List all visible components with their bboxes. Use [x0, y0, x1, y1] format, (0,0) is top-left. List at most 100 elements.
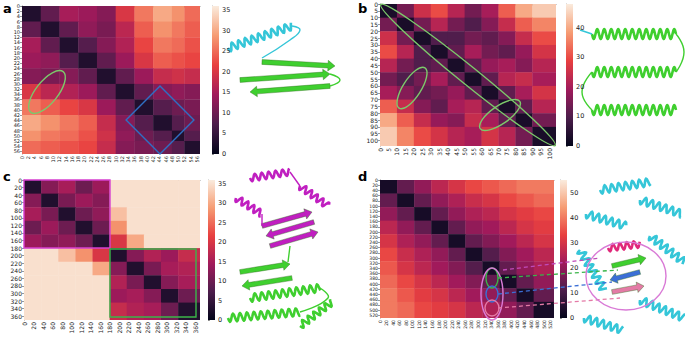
svg-text:25: 25	[218, 219, 226, 227]
svg-text:b: b	[358, 1, 367, 16]
svg-text:0: 0	[19, 156, 25, 159]
svg-text:280: 280	[154, 322, 161, 334]
svg-text:10: 10	[576, 112, 584, 120]
svg-text:20: 20	[14, 184, 22, 191]
svg-text:500: 500	[542, 320, 547, 329]
svg-text:80: 80	[512, 148, 519, 156]
svg-text:30: 30	[427, 148, 434, 156]
svg-text:260: 260	[463, 320, 468, 329]
svg-text:0: 0	[570, 314, 574, 322]
svg-text:100: 100	[367, 137, 379, 144]
svg-text:16: 16	[69, 156, 75, 162]
svg-text:56: 56	[14, 148, 20, 154]
svg-text:100: 100	[11, 214, 23, 221]
svg-text:10: 10	[393, 148, 400, 156]
svg-text:8: 8	[44, 156, 50, 159]
svg-text:520: 520	[369, 313, 378, 318]
svg-text:75: 75	[503, 148, 510, 156]
svg-text:4: 4	[31, 156, 37, 159]
svg-text:35: 35	[436, 148, 443, 156]
svg-text:28: 28	[106, 156, 112, 162]
svg-text:50: 50	[461, 148, 468, 156]
svg-text:120: 120	[11, 222, 23, 229]
svg-text:56: 56	[194, 156, 200, 162]
svg-text:140: 140	[423, 320, 428, 329]
svg-text:80: 80	[59, 322, 66, 330]
svg-text:10: 10	[50, 156, 56, 162]
svg-text:200: 200	[116, 322, 123, 334]
svg-text:100: 100	[546, 148, 553, 160]
svg-text:260: 260	[144, 322, 151, 334]
svg-text:160: 160	[97, 322, 104, 334]
svg-text:5: 5	[222, 129, 226, 137]
svg-text:0: 0	[18, 177, 22, 184]
svg-text:340: 340	[489, 320, 494, 329]
svg-text:30: 30	[222, 27, 230, 35]
svg-text:70: 70	[495, 148, 502, 156]
svg-text:30: 30	[570, 239, 578, 247]
svg-text:45: 45	[453, 148, 460, 156]
svg-text:220: 220	[11, 260, 23, 267]
svg-text:20: 20	[410, 148, 417, 156]
svg-text:60: 60	[14, 199, 22, 206]
svg-text:320: 320	[483, 320, 488, 329]
svg-text:0: 0	[377, 148, 384, 152]
svg-text:400: 400	[509, 320, 514, 329]
svg-text:340: 340	[11, 305, 23, 312]
svg-text:160: 160	[11, 237, 23, 244]
svg-text:54: 54	[188, 156, 194, 162]
svg-text:12: 12	[56, 156, 62, 162]
svg-text:160: 160	[430, 320, 435, 329]
svg-text:40: 40	[14, 192, 22, 199]
svg-text:35: 35	[222, 6, 230, 14]
svg-text:100: 100	[68, 322, 75, 334]
svg-text:65: 65	[487, 148, 494, 156]
svg-text:10: 10	[218, 277, 226, 285]
svg-text:2: 2	[25, 156, 31, 159]
svg-text:240: 240	[11, 267, 23, 274]
svg-text:180: 180	[11, 245, 23, 252]
svg-text:460: 460	[529, 320, 534, 329]
svg-text:5: 5	[385, 148, 392, 152]
svg-text:40: 40	[444, 148, 451, 156]
svg-text:280: 280	[11, 282, 23, 289]
svg-text:46: 46	[163, 156, 169, 162]
svg-text:260: 260	[11, 275, 23, 282]
svg-text:300: 300	[163, 322, 170, 334]
svg-text:14: 14	[63, 156, 69, 162]
svg-text:240: 240	[135, 322, 142, 334]
svg-text:30: 30	[218, 199, 226, 207]
svg-text:40: 40	[144, 156, 150, 162]
svg-text:520: 520	[548, 320, 553, 329]
svg-text:95: 95	[537, 148, 544, 156]
svg-text:40: 40	[391, 320, 396, 326]
svg-text:420: 420	[515, 320, 520, 329]
svg-text:340: 340	[182, 322, 189, 334]
svg-text:38: 38	[138, 156, 144, 162]
svg-text:24: 24	[94, 156, 100, 162]
svg-text:40: 40	[40, 322, 47, 330]
svg-text:380: 380	[502, 320, 507, 329]
svg-text:240: 240	[456, 320, 461, 329]
svg-text:22: 22	[88, 156, 94, 162]
svg-text:60: 60	[397, 320, 402, 326]
svg-text:15: 15	[402, 148, 409, 156]
svg-text:10: 10	[222, 109, 230, 117]
svg-text:360: 360	[496, 320, 501, 329]
svg-text:0: 0	[576, 142, 580, 150]
svg-text:20: 20	[222, 68, 230, 76]
svg-text:120: 120	[417, 320, 422, 329]
svg-text:140: 140	[87, 322, 94, 334]
svg-text:15: 15	[218, 258, 226, 266]
svg-text:60: 60	[49, 322, 56, 330]
svg-text:320: 320	[173, 322, 180, 334]
svg-text:55: 55	[470, 148, 477, 156]
svg-text:360: 360	[11, 313, 23, 320]
svg-text:360: 360	[192, 322, 199, 334]
svg-text:220: 220	[125, 322, 132, 334]
svg-text:50: 50	[570, 189, 578, 197]
svg-text:30: 30	[576, 53, 584, 61]
svg-text:0: 0	[21, 322, 28, 326]
svg-text:300: 300	[11, 290, 23, 297]
svg-text:220: 220	[450, 320, 455, 329]
